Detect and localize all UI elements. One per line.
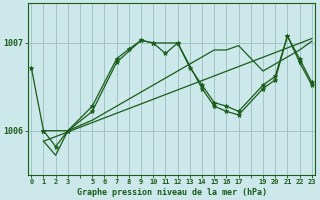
X-axis label: Graphe pression niveau de la mer (hPa): Graphe pression niveau de la mer (hPa) <box>76 188 267 197</box>
